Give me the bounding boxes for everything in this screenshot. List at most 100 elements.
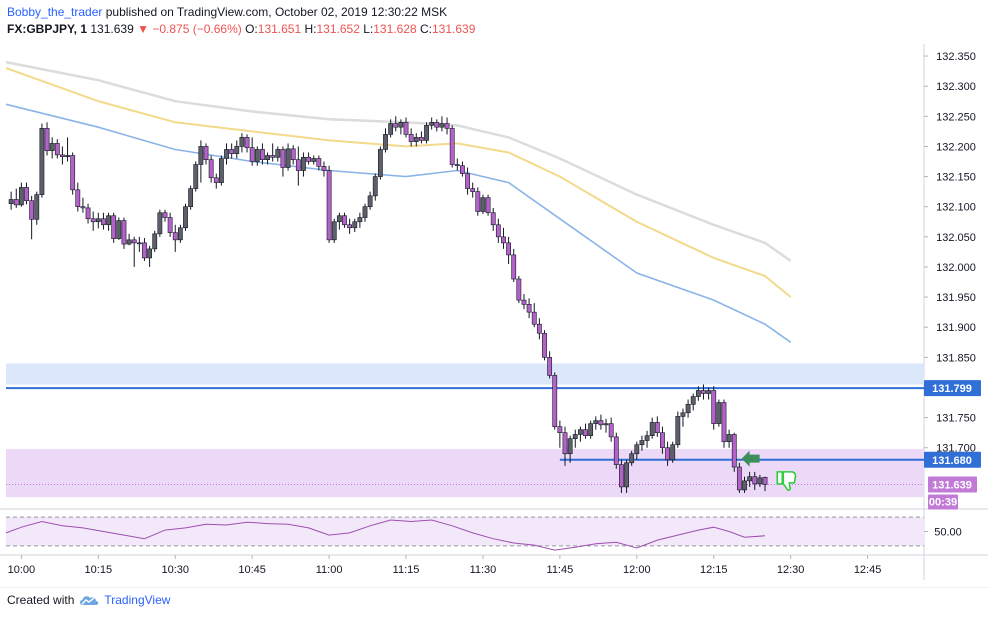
support-zone	[6, 448, 924, 498]
high-label: H:	[304, 22, 317, 36]
y-tick-label: 131.950	[936, 292, 976, 304]
thumbs-down-icon	[776, 471, 797, 491]
candle-body	[198, 146, 204, 165]
level-price-label-2: 131.680	[932, 455, 972, 467]
candle-body	[234, 146, 240, 154]
candle-body	[90, 218, 96, 223]
candle-body	[516, 278, 522, 301]
x-tick-label: 10:00	[8, 564, 36, 576]
publish-line: Bobby_the_trader published on TradingVie…	[7, 4, 475, 21]
close-label: C:	[419, 22, 432, 36]
candle-body	[439, 123, 445, 128]
candle-body	[588, 423, 594, 436]
y-tick-label: 132.150	[936, 172, 976, 184]
candle-body	[736, 466, 742, 491]
price-chart[interactable]: 132.350 132.300 132.250 132.200 132.150 132.1…	[0, 0, 988, 588]
candle-body	[562, 432, 568, 455]
candle-body	[18, 187, 24, 206]
candle-body	[70, 155, 76, 191]
candle-body	[218, 158, 224, 183]
open-value: 131.651	[257, 22, 302, 36]
candle-body	[193, 164, 199, 189]
candle-body	[239, 137, 245, 147]
candle-body	[101, 218, 106, 226]
candle-body	[280, 149, 286, 168]
candle-body	[39, 128, 45, 195]
last-price-tag	[928, 476, 977, 493]
candle-body	[670, 444, 676, 461]
x-tick-label: 11:30	[470, 564, 497, 576]
candle-body	[131, 239, 137, 244]
candle-body	[608, 423, 614, 438]
candle-body	[685, 404, 691, 414]
candle-body	[121, 220, 127, 245]
candle-body	[542, 332, 547, 358]
candle-body	[295, 159, 301, 171]
ohlc-line: FX:GBPJPY, 1 131.639 ▼ −0.875 (−0.66%) O…	[7, 21, 475, 38]
rsi-line	[5, 519, 766, 551]
candle-body	[331, 221, 337, 241]
candle-body	[521, 299, 527, 305]
candle-body	[357, 217, 363, 223]
candle-body	[275, 149, 281, 158]
candle-body	[398, 122, 404, 128]
candle-body	[157, 212, 163, 235]
candle-body	[675, 416, 681, 446]
candle-body	[136, 242, 142, 245]
y-tick-label: 132.200	[936, 141, 976, 153]
candle-body	[383, 134, 388, 150]
candle-body	[726, 434, 732, 443]
candle-body	[213, 177, 219, 183]
author-link[interactable]: Bobby_the_trader	[7, 5, 103, 19]
candle-body	[44, 128, 50, 151]
ma-slow-line	[5, 60, 792, 262]
candle-body	[690, 396, 696, 405]
symbol-label: FX:GBPJPY, 1	[7, 22, 88, 36]
candle-body	[680, 412, 686, 417]
candle-body	[465, 173, 470, 189]
candle-body	[665, 447, 670, 461]
down-triangle-icon: ▼	[137, 22, 149, 36]
candle-body	[270, 155, 276, 158]
candle-body	[265, 155, 270, 160]
candle-body	[449, 128, 455, 165]
candle-body	[511, 254, 517, 280]
candle-body	[695, 390, 701, 397]
candle-body	[321, 166, 327, 171]
candle-body	[480, 197, 486, 212]
candle-body	[634, 444, 640, 455]
candle-body	[460, 165, 465, 174]
candle-body	[377, 149, 383, 177]
candle-body	[311, 158, 317, 162]
candle-body	[419, 137, 424, 141]
candle-body	[80, 206, 86, 209]
candle-body	[644, 435, 650, 441]
y-tick-label: 132.300	[936, 81, 976, 93]
resistance-zone	[6, 363, 924, 385]
candle-body	[557, 426, 563, 433]
change-value: −0.875 (−0.66%)	[152, 22, 242, 36]
x-tick-label: 12:30	[777, 564, 805, 576]
candle-body	[598, 420, 604, 426]
candle-body	[393, 123, 399, 128]
candle-body	[567, 438, 573, 455]
candle-body	[501, 236, 506, 244]
candle-body	[336, 215, 342, 223]
candle-body	[95, 218, 101, 223]
candle-body	[85, 207, 91, 220]
candle-body	[624, 462, 629, 488]
tradingview-link[interactable]: TradingView	[104, 593, 171, 607]
x-tick-label: 11:00	[316, 564, 343, 576]
candle-body	[711, 390, 717, 424]
candle-body	[454, 164, 460, 167]
candle-body	[552, 375, 558, 427]
candle-body	[306, 156, 311, 162]
candle-body	[188, 188, 194, 208]
candle-body	[434, 122, 440, 128]
candle-body	[701, 390, 706, 394]
candle-body	[747, 476, 753, 482]
candle-body	[29, 200, 35, 220]
candle-body	[388, 123, 394, 135]
candle-body	[352, 221, 358, 229]
low-label: L:	[363, 22, 374, 36]
